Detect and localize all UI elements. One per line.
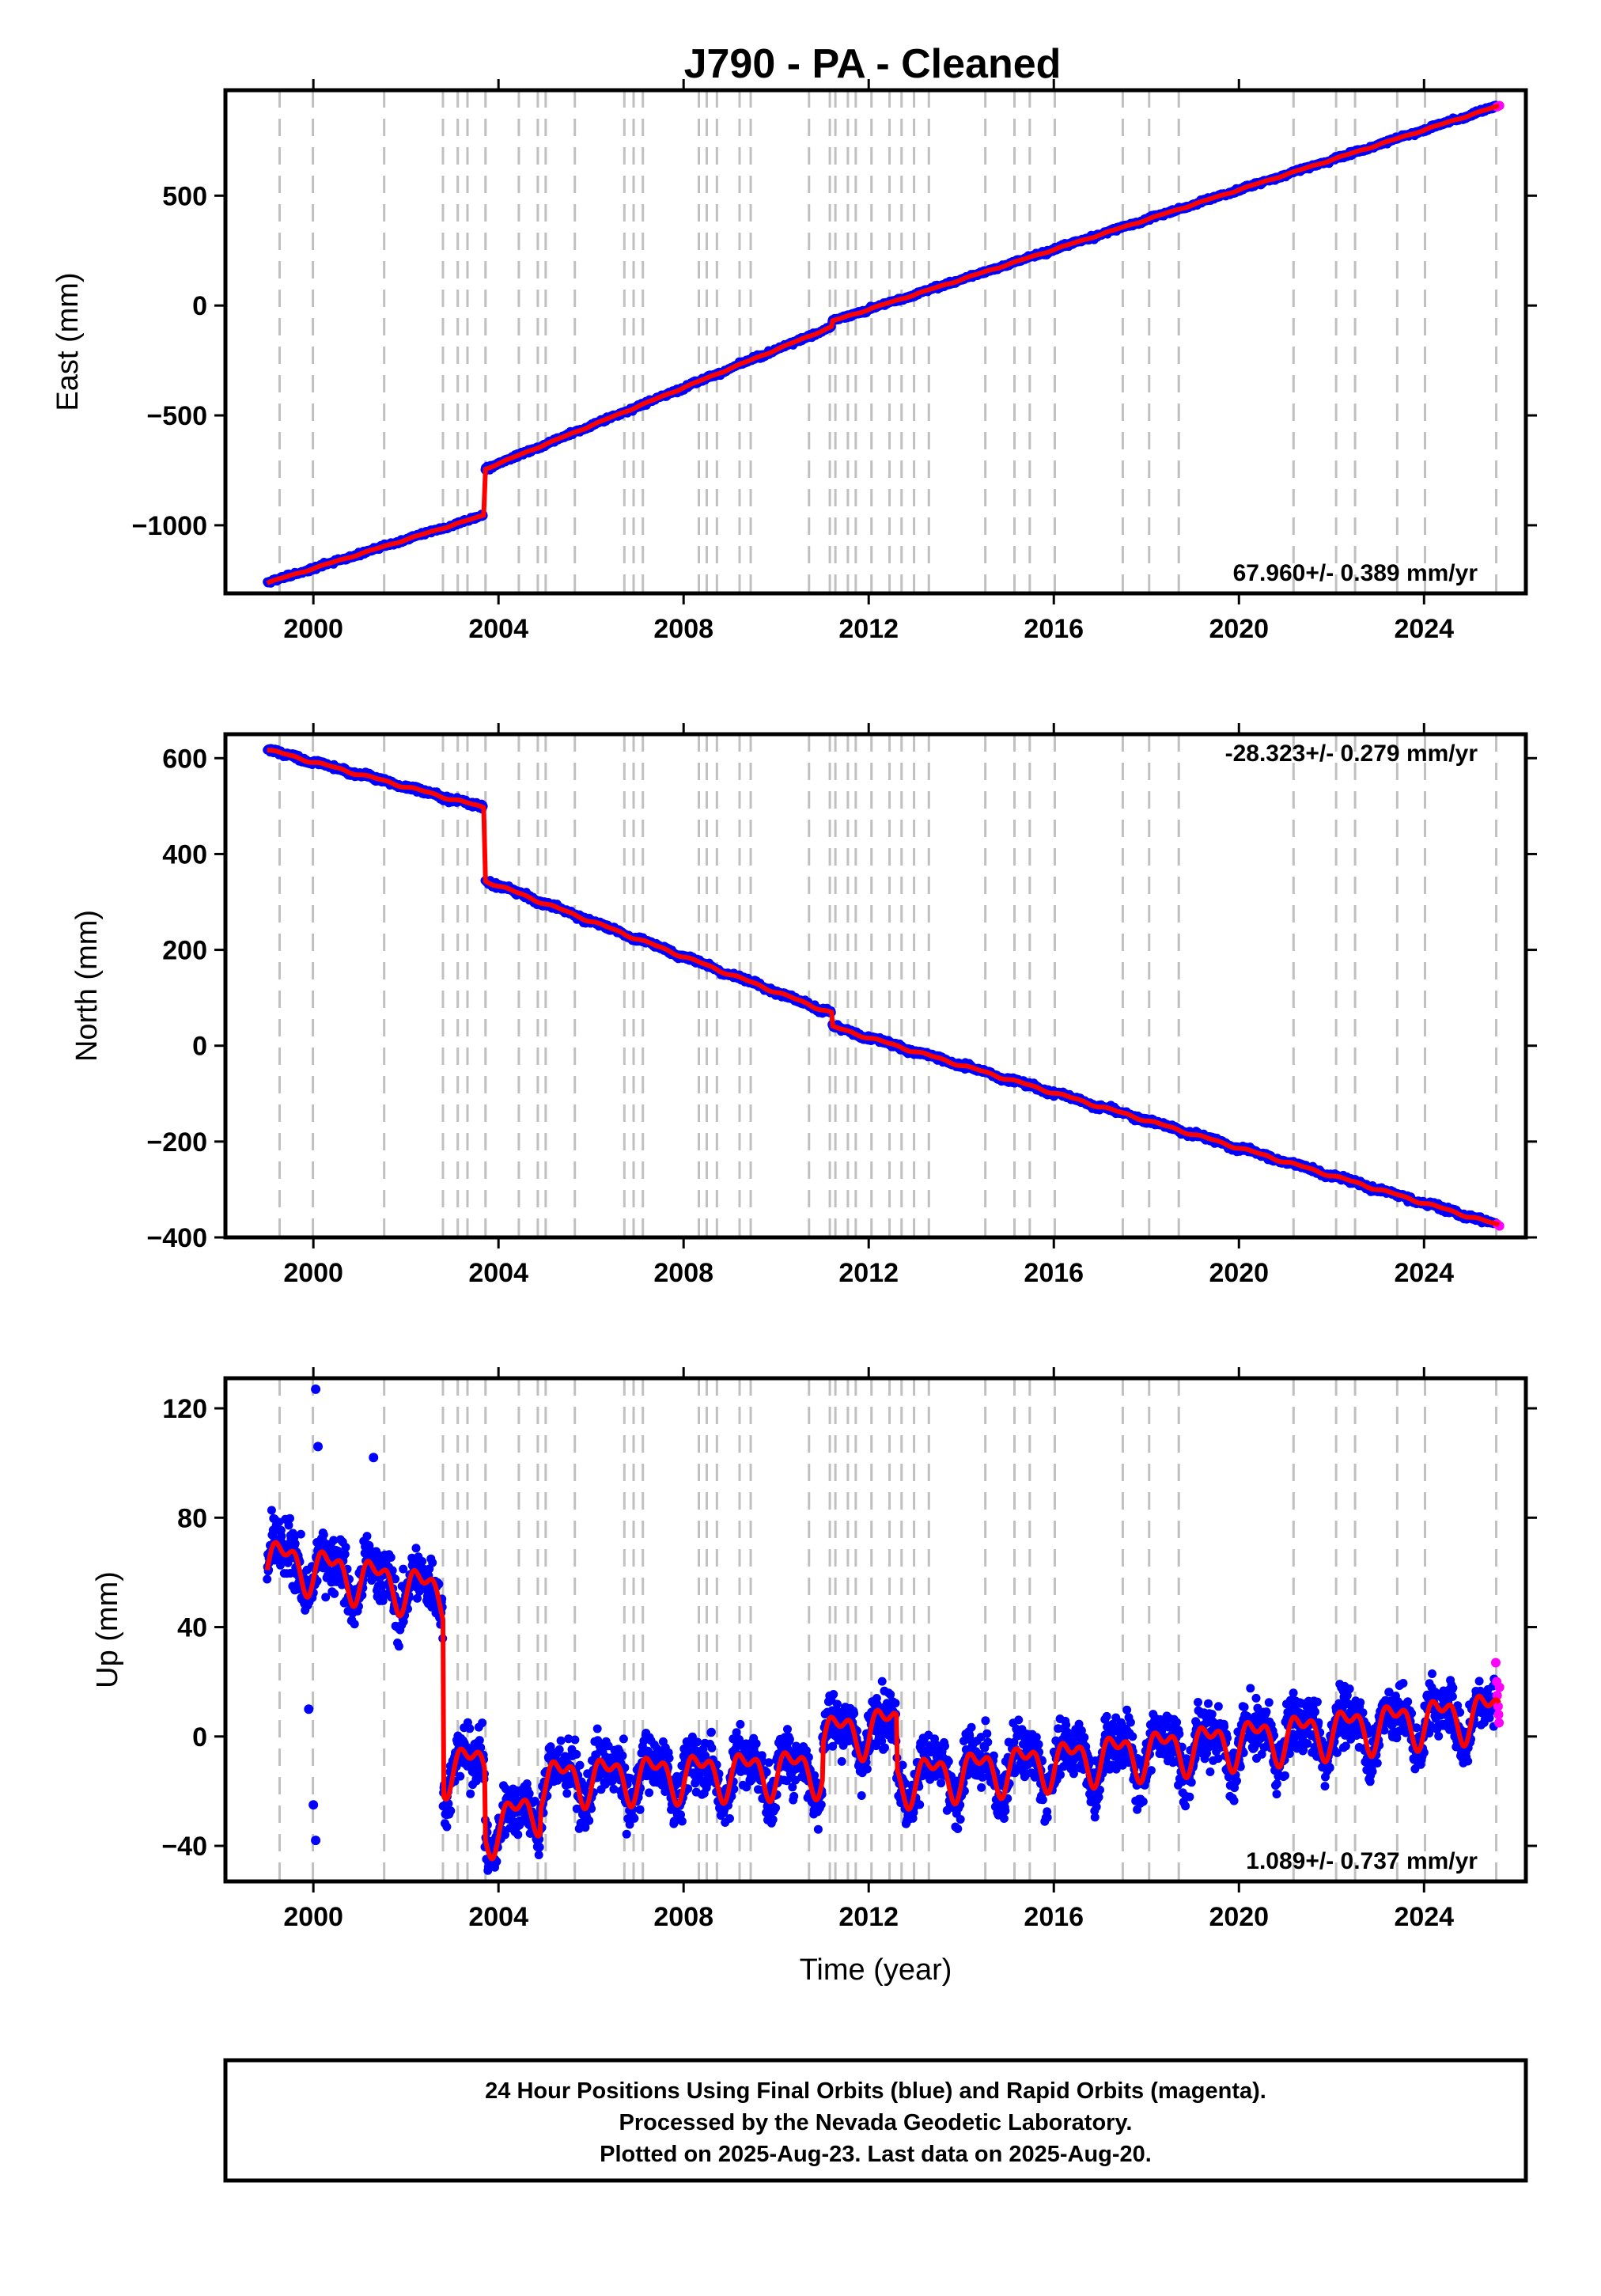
east-y-tick-label: 0 [192, 291, 207, 321]
east-y-tick-label: 500 [162, 181, 207, 211]
east-x-tick-label: 2004 [468, 614, 528, 644]
east-x-tick-label: 2024 [1394, 614, 1454, 644]
east-x-tick-label: 2020 [1209, 614, 1269, 644]
figure-title: J790 - PA - Cleaned [684, 41, 1062, 87]
east-axis-label: East (mm) [51, 272, 85, 411]
east-x-tick-label: 2016 [1024, 614, 1084, 644]
east-x-tick-label: 2008 [653, 614, 713, 644]
east-y-tick-label: −1000 [132, 511, 208, 541]
east-x-tick-label: 2012 [838, 614, 899, 644]
east-x-tick-label: 2000 [283, 614, 343, 644]
panel-east: −1000 −500 0 500 2000 2004 2008 2012 2016 2020 202… [51, 79, 1537, 644]
east-y-tick-label: −500 [146, 401, 207, 431]
east-rate-label: 67.960+/- 0.389 mm/yr [1233, 560, 1478, 586]
